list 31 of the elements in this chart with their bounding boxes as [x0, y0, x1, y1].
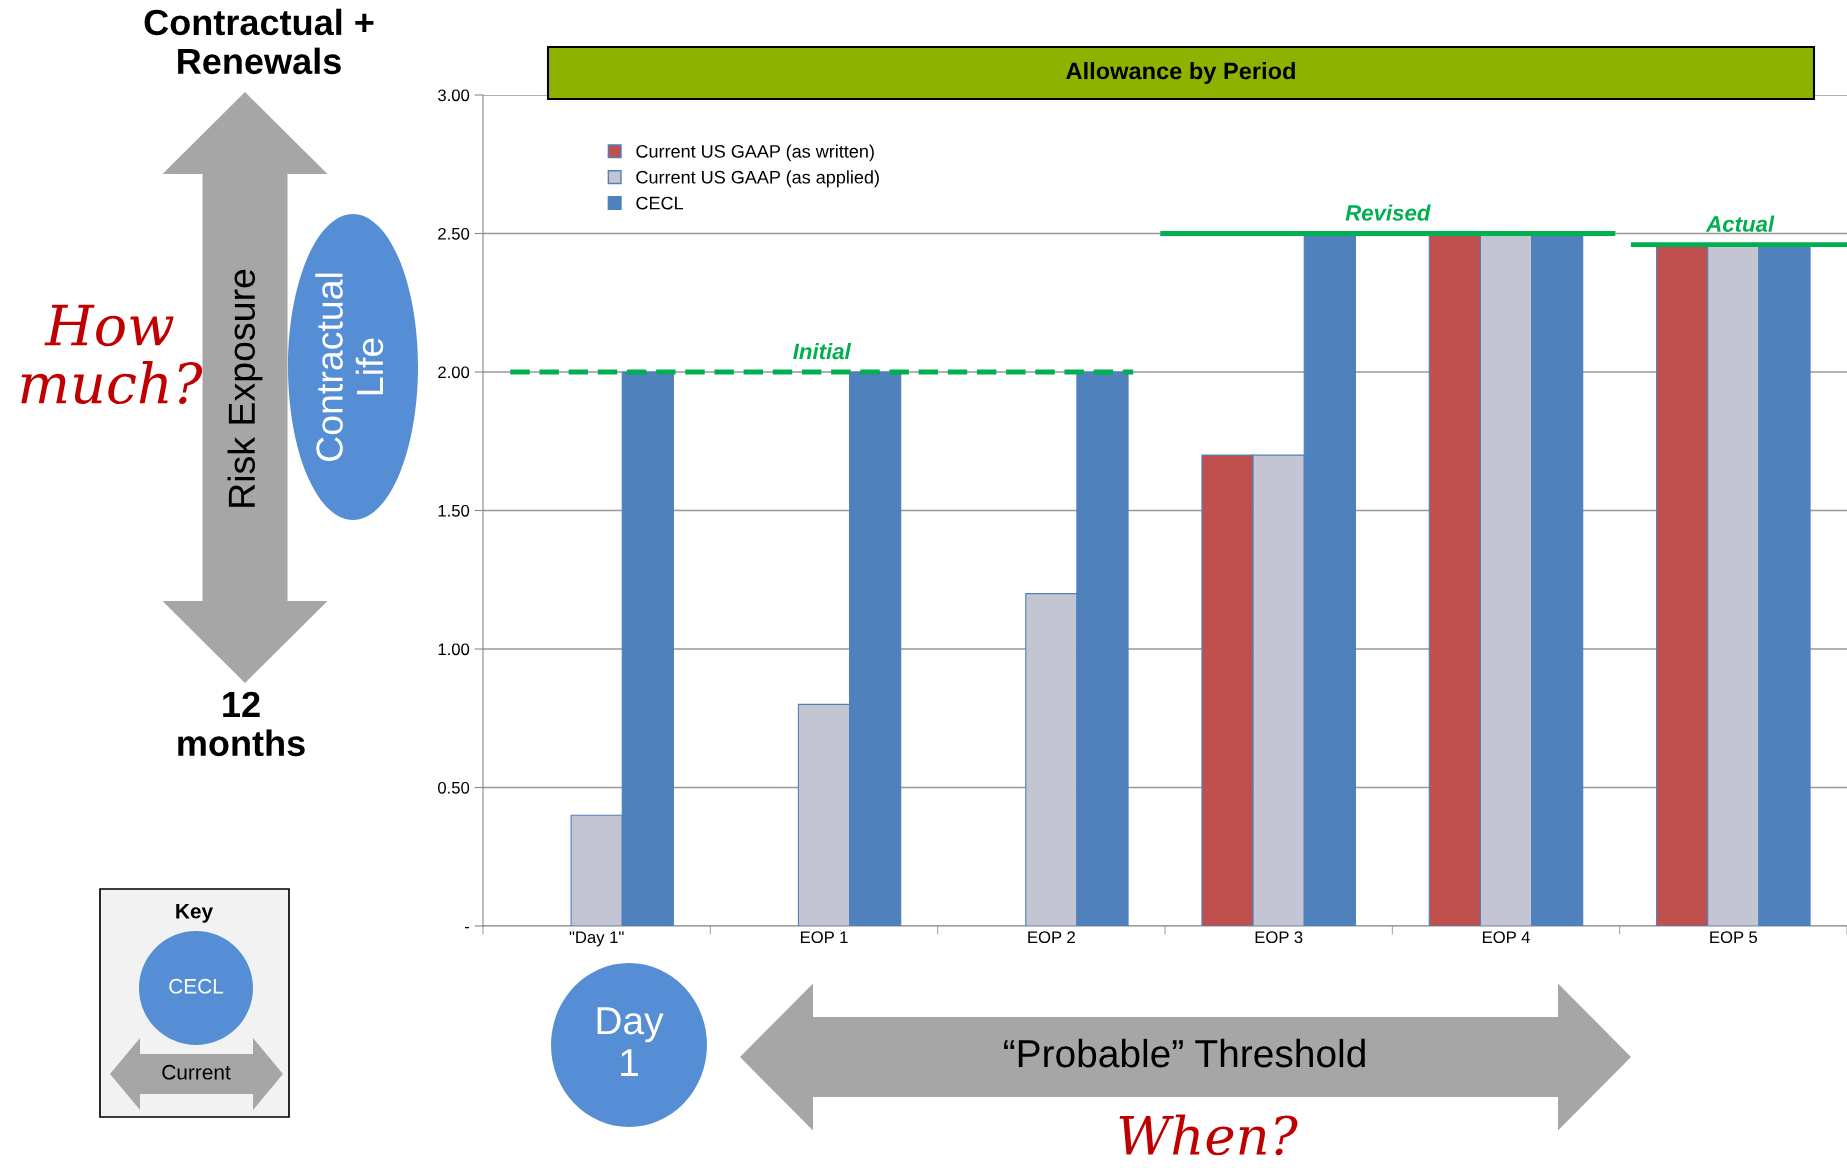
x-tick-label: "Day 1" [569, 931, 624, 947]
text: “Probable” Threshold [1004, 1038, 1365, 1068]
ref-line-label: Revised [1345, 204, 1431, 221]
ref-line-label: Actual [1705, 215, 1775, 232]
text: Contractual + Renewals [144, 8, 374, 75]
y-tick-label: 2.50 [438, 227, 470, 240]
text: How much? [21, 304, 203, 405]
x-tick-label: EOP 1 [800, 931, 848, 944]
legend-label: CECL [636, 196, 684, 210]
text: When? [1119, 1114, 1298, 1156]
text: Risk Exposure [227, 269, 263, 507]
x-tick-label: EOP 4 [1482, 931, 1530, 944]
text: Day 1 [597, 1007, 664, 1076]
x-tick-label: EOP 5 [1710, 931, 1758, 944]
text: Current [162, 1064, 231, 1080]
y-tick-label: 2.00 [438, 366, 470, 379]
y-tick-label: 3.00 [438, 89, 470, 102]
x-tick-label: EOP 2 [1028, 931, 1075, 944]
x-tick-label: EOP 3 [1255, 931, 1303, 944]
chart-title: Allowance by Period [1066, 62, 1295, 84]
y-tick-label: 0.50 [438, 781, 470, 794]
y-tick-label: 1.00 [438, 643, 470, 656]
legend-label: Current US GAAP (as written) [636, 144, 874, 162]
text: 12 months [178, 691, 305, 757]
y-tick-label: - [465, 926, 470, 929]
y-tick-label: 1.50 [438, 504, 470, 517]
text: CECL [169, 978, 224, 994]
legend-label: Current US GAAP (as applied) [636, 170, 879, 188]
text: Contractual Life [315, 273, 384, 461]
text: Key [176, 904, 213, 923]
ref-line-label: Initial [793, 342, 852, 360]
